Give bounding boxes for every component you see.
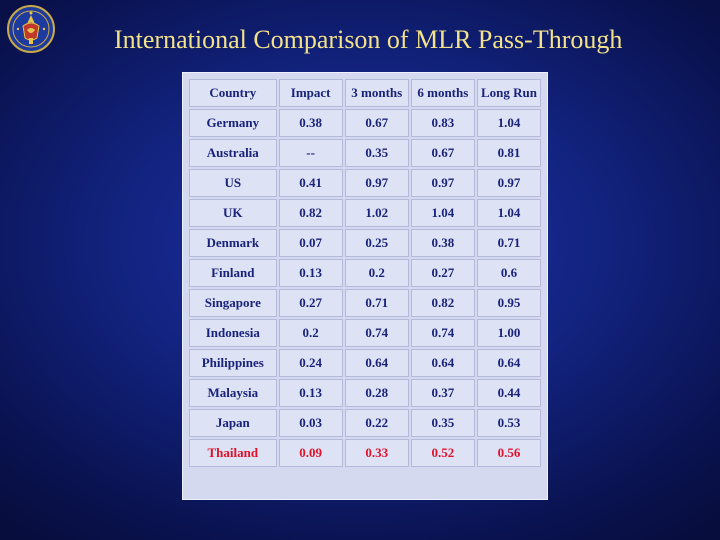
value-cell: 0.07 <box>278 229 343 257</box>
value-cell: 0.56 <box>476 439 541 467</box>
column-header: Long Run <box>476 79 541 107</box>
central-bank-seal-icon <box>6 4 56 54</box>
value-cell: 0.38 <box>410 229 475 257</box>
table-row: Australia -- 0.35 0.67 0.81 <box>189 139 541 167</box>
value-cell: 0.67 <box>344 109 409 137</box>
table-row: Germany 0.38 0.67 0.83 1.04 <box>189 109 541 137</box>
value-cell: 0.27 <box>278 289 343 317</box>
country-cell: Australia <box>189 139 277 167</box>
value-cell: 0.74 <box>344 319 409 347</box>
value-cell: 1.02 <box>344 199 409 227</box>
column-header: 3 months <box>344 79 409 107</box>
table-row: Japan 0.03 0.22 0.35 0.53 <box>189 409 541 437</box>
value-cell: 0.13 <box>278 379 343 407</box>
table-row: UK 0.82 1.02 1.04 1.04 <box>189 199 541 227</box>
value-cell: 0.64 <box>410 349 475 377</box>
value-cell: 1.04 <box>476 109 541 137</box>
value-cell: 0.64 <box>476 349 541 377</box>
value-cell: 1.04 <box>476 199 541 227</box>
value-cell: -- <box>278 139 343 167</box>
pass-through-table: Country Impact 3 months 6 months Long Ru… <box>187 77 543 469</box>
value-cell: 0.38 <box>278 109 343 137</box>
country-cell: UK <box>189 199 277 227</box>
value-cell: 0.24 <box>278 349 343 377</box>
value-cell: 0.67 <box>410 139 475 167</box>
country-cell: Germany <box>189 109 277 137</box>
value-cell: 0.09 <box>278 439 343 467</box>
value-cell: 0.64 <box>344 349 409 377</box>
value-cell: 0.53 <box>476 409 541 437</box>
country-cell: Singapore <box>189 289 277 317</box>
value-cell: 0.03 <box>278 409 343 437</box>
value-cell: 0.2 <box>344 259 409 287</box>
country-cell: Denmark <box>189 229 277 257</box>
value-cell: 0.33 <box>344 439 409 467</box>
value-cell: 0.81 <box>476 139 541 167</box>
value-cell: 0.83 <box>410 109 475 137</box>
table-row: Philippines 0.24 0.64 0.64 0.64 <box>189 349 541 377</box>
table-row: US 0.41 0.97 0.97 0.97 <box>189 169 541 197</box>
country-cell: Finland <box>189 259 277 287</box>
column-header: Country <box>189 79 277 107</box>
value-cell: 0.13 <box>278 259 343 287</box>
table-row: Malaysia 0.13 0.28 0.37 0.44 <box>189 379 541 407</box>
value-cell: 0.97 <box>410 169 475 197</box>
value-cell: 0.95 <box>476 289 541 317</box>
country-cell: Thailand <box>189 439 277 467</box>
country-cell: Japan <box>189 409 277 437</box>
country-cell: Philippines <box>189 349 277 377</box>
value-cell: 0.97 <box>476 169 541 197</box>
table-header-row: Country Impact 3 months 6 months Long Ru… <box>189 79 541 107</box>
value-cell: 0.74 <box>410 319 475 347</box>
value-cell: 1.04 <box>410 199 475 227</box>
value-cell: 0.52 <box>410 439 475 467</box>
table-row: Finland 0.13 0.2 0.27 0.6 <box>189 259 541 287</box>
value-cell: 0.22 <box>344 409 409 437</box>
value-cell: 0.27 <box>410 259 475 287</box>
value-cell: 0.82 <box>278 199 343 227</box>
value-cell: 0.6 <box>476 259 541 287</box>
pass-through-table-panel: Country Impact 3 months 6 months Long Ru… <box>182 72 548 500</box>
table-row: Indonesia 0.2 0.74 0.74 1.00 <box>189 319 541 347</box>
value-cell: 0.97 <box>344 169 409 197</box>
column-header: 6 months <box>410 79 475 107</box>
value-cell: 0.71 <box>476 229 541 257</box>
value-cell: 0.71 <box>344 289 409 317</box>
value-cell: 1.00 <box>476 319 541 347</box>
country-cell: US <box>189 169 277 197</box>
value-cell: 0.2 <box>278 319 343 347</box>
country-cell: Malaysia <box>189 379 277 407</box>
value-cell: 0.82 <box>410 289 475 317</box>
slide-title: International Comparison of MLR Pass-Thr… <box>114 25 623 54</box>
value-cell: 0.37 <box>410 379 475 407</box>
column-header: Impact <box>278 79 343 107</box>
value-cell: 0.28 <box>344 379 409 407</box>
table-row: Denmark 0.07 0.25 0.38 0.71 <box>189 229 541 257</box>
table-row-highlighted: Thailand 0.09 0.33 0.52 0.56 <box>189 439 541 467</box>
value-cell: 0.35 <box>344 139 409 167</box>
value-cell: 0.25 <box>344 229 409 257</box>
value-cell: 0.41 <box>278 169 343 197</box>
value-cell: 0.44 <box>476 379 541 407</box>
value-cell: 0.35 <box>410 409 475 437</box>
table-row: Singapore 0.27 0.71 0.82 0.95 <box>189 289 541 317</box>
country-cell: Indonesia <box>189 319 277 347</box>
